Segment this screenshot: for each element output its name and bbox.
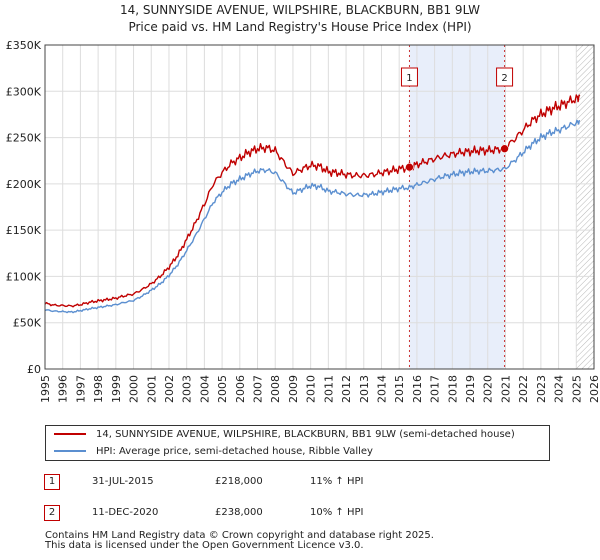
x-tick-label: 2006: [234, 375, 247, 403]
sale-row-2: 2 11-DEC-2020 £238,000 10% ↑ HPI: [44, 505, 464, 525]
x-tick-label: 2019: [464, 375, 477, 403]
x-tick-label: 2012: [340, 375, 353, 403]
x-tick-label: 2014: [375, 375, 388, 403]
x-tick-label: 2013: [358, 375, 371, 403]
property-price-line: [44, 94, 581, 308]
chart-title: 14, SUNNYSIDE AVENUE, WILPSHIRE, BLACKBU…: [119, 3, 481, 17]
y-tick-label: £350K: [6, 39, 42, 52]
y-tick-label: £50K: [13, 317, 42, 330]
x-tick-label: 2009: [287, 375, 300, 403]
holding-period-shade: [409, 45, 505, 369]
legend-swatch-hpi: [54, 450, 86, 452]
sale-price-2: £238,000: [215, 507, 263, 518]
x-tick-label: 2026: [588, 375, 600, 403]
x-tick-label: 2016: [411, 375, 424, 403]
legend-item-property: 14, SUNNYSIDE AVENUE, WILPSHIRE, BLACKBU…: [54, 427, 515, 443]
chart-subtitle: Price paid vs. HM Land Registry's House …: [128, 20, 472, 34]
x-tick-label: 2011: [322, 375, 335, 403]
sale-price-1: £218,000: [215, 476, 263, 487]
x-tick-label: 2004: [198, 375, 211, 403]
x-tick-label: 1999: [110, 375, 123, 403]
x-tick-label: 2002: [163, 375, 176, 403]
x-tick-label: 2001: [145, 375, 158, 403]
plot-frame: [44, 44, 595, 370]
footer-line-2: This data is licensed under the Open Gov…: [45, 540, 364, 551]
sale-marker-box-1: [400, 67, 418, 87]
sale-badge-2: 2: [44, 505, 60, 521]
sale-hpi-change-2: 10% ↑ HPI: [310, 507, 364, 518]
x-tick-label: 2000: [128, 375, 141, 403]
hpi-line: [44, 119, 581, 314]
legend-swatch-property: [54, 433, 86, 435]
legend-item-hpi: HPI: Average price, semi-detached house,…: [54, 444, 373, 460]
x-tick-label: 2015: [393, 375, 406, 403]
x-tick-label: 2020: [482, 375, 495, 403]
y-tick-label: £200K: [6, 178, 42, 191]
price-chart: 1 2 £0 £50K £100K £150K £200K £250K £300K £350K 1…: [6, 39, 600, 403]
legend-label-hpi: HPI: Average price, semi-detached house,…: [96, 446, 373, 457]
x-tick-label: 1998: [92, 375, 105, 403]
footer-line-1: Contains HM Land Registry data © Crown c…: [45, 530, 434, 541]
x-tick-label: 2010: [305, 375, 318, 403]
y-tick-label: £250K: [6, 132, 42, 145]
x-tick-label: 2022: [517, 375, 530, 403]
x-tick-label: 2023: [535, 375, 548, 403]
x-tick-label: 2005: [216, 375, 229, 403]
x-tick-label: 1995: [39, 375, 52, 403]
sale-point-2: [500, 144, 509, 153]
x-tick-label: 2003: [181, 375, 194, 403]
sale-marker-label-2: 2: [501, 73, 507, 84]
x-tick-label: 1997: [74, 375, 87, 403]
sale-marker-box-2: [496, 67, 514, 87]
footer-attribution: Contains HM Land Registry data © Crown c…: [45, 531, 434, 551]
chart-legend: 14, SUNNYSIDE AVENUE, WILPSHIRE, BLACKBU…: [45, 425, 550, 461]
x-tick-label: 2008: [269, 375, 282, 403]
forecast-hatch-area: [576, 45, 594, 369]
y-tick-label: £0: [27, 363, 41, 376]
x-tick-label: 2018: [446, 375, 459, 403]
x-tick-label: 2024: [553, 375, 566, 403]
sale-badge-1: 1: [44, 474, 60, 490]
y-tick-label: £100K: [6, 270, 42, 283]
legend-label-property: 14, SUNNYSIDE AVENUE, WILPSHIRE, BLACKBU…: [96, 429, 515, 440]
sale-date-2: 11-DEC-2020: [92, 507, 159, 518]
x-tick-label: 1996: [57, 375, 70, 403]
x-tick-label: 2007: [252, 375, 265, 403]
y-tick-label: £300K: [6, 85, 42, 98]
y-tick-label: £150K: [6, 224, 42, 237]
chart-title-block: 14, SUNNYSIDE AVENUE, WILPSHIRE, BLACKBU…: [0, 2, 600, 36]
x-tick-label: 2021: [499, 375, 512, 403]
sale-marker-label-1: 1: [406, 73, 412, 84]
x-tick-label: 2017: [429, 375, 442, 403]
sale-row-1: 1 31-JUL-2015 £218,000 11% ↑ HPI: [44, 474, 464, 494]
x-tick-label: 2025: [570, 375, 583, 403]
sale-point-1: [405, 162, 414, 172]
sale-date-1: 31-JUL-2015: [92, 476, 154, 487]
sale-hpi-change-1: 11% ↑ HPI: [310, 476, 364, 487]
